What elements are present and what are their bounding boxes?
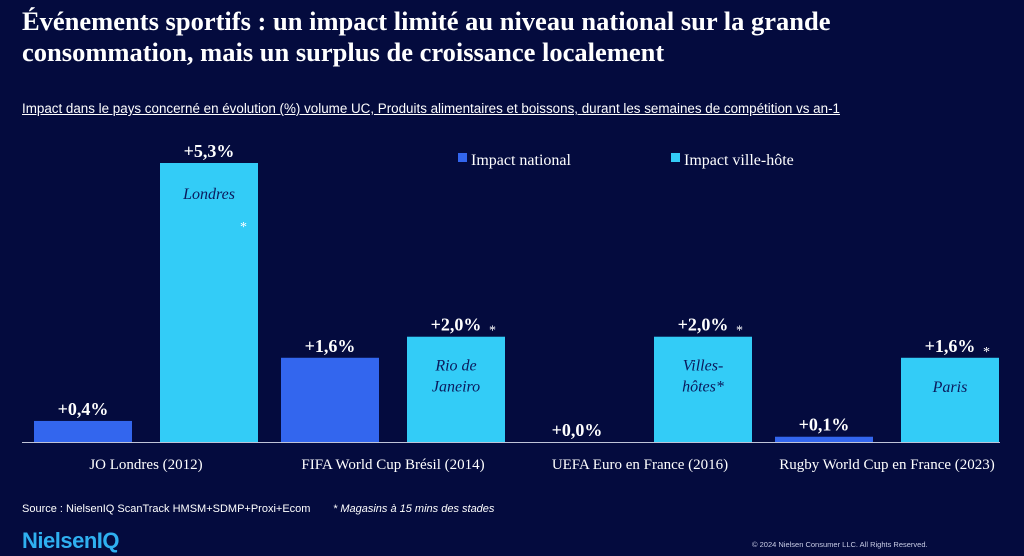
- legend-swatch-national: [458, 153, 467, 162]
- data-label-host-city-2: +2,0%: [431, 315, 482, 335]
- data-label-national-3: +0,0%: [552, 420, 603, 440]
- bar-host-city-2: [407, 336, 505, 442]
- category-label-1: JO Londres (2012): [89, 457, 202, 473]
- legend-label-host-city: Impact ville-hôte: [684, 152, 794, 169]
- bar-host-city-4: [901, 357, 999, 442]
- asterisk-marker-1: *: [240, 220, 247, 235]
- copyright: © 2024 Nielsen Consumer LLC. All Rights …: [752, 540, 928, 549]
- asterisk-marker-3: *: [736, 324, 743, 339]
- bar-inner-label-4: Paris: [932, 379, 968, 396]
- bar-host-city-3: [654, 336, 752, 442]
- data-label-host-city-4: +1,6%: [925, 336, 976, 356]
- title-line-2: consommation, mais un surplus de croissa…: [22, 37, 665, 67]
- bar-chart: +0,4% +5,3% Londres * JO Londres (2012) +1,6%…: [22, 141, 1000, 473]
- data-label-host-city-3: +2,0%: [678, 315, 729, 335]
- legend-label-national: Impact national: [471, 152, 572, 169]
- asterisk-marker-2: *: [489, 324, 496, 339]
- legend-swatch-host-city: [671, 153, 680, 162]
- data-label-host-city-1: +5,3%: [184, 141, 235, 161]
- nielseniq-logo: NielsenIQ: [22, 528, 119, 553]
- bar-inner-label-1: Londres: [182, 186, 235, 203]
- bar-inner-label-2: Rio de Janeiro: [432, 358, 480, 396]
- bar-host-city-1: [160, 163, 258, 442]
- source-note: Source : NielsenIQ ScanTrack HMSM+SDMP+P…: [22, 503, 311, 515]
- bar-national-1: [34, 420, 132, 442]
- category-label-2: FIFA World Cup Brésil (2014): [301, 457, 484, 473]
- data-label-national-2: +1,6%: [305, 336, 356, 356]
- bar-inner-label-3: Villes-hôtes*: [682, 358, 724, 396]
- title-line-1: Événements sportifs : un impact limité a…: [22, 6, 831, 36]
- chart-subtitle: Impact dans le pays concerné en évolutio…: [22, 101, 840, 116]
- bar-national-2: [281, 357, 379, 442]
- footnote: * Magasins à 15 mins des stades: [333, 503, 495, 515]
- data-label-national-4: +0,1%: [799, 415, 850, 435]
- category-label-3: UEFA Euro en France (2016): [552, 457, 728, 473]
- bar-national-4: [775, 436, 873, 442]
- asterisk-marker-4: *: [983, 345, 990, 360]
- category-label-4: Rugby World Cup en France (2023): [779, 457, 995, 473]
- page-title: Événements sportifs : un impact limité a…: [22, 6, 1012, 68]
- data-label-national-1: +0,4%: [58, 399, 109, 419]
